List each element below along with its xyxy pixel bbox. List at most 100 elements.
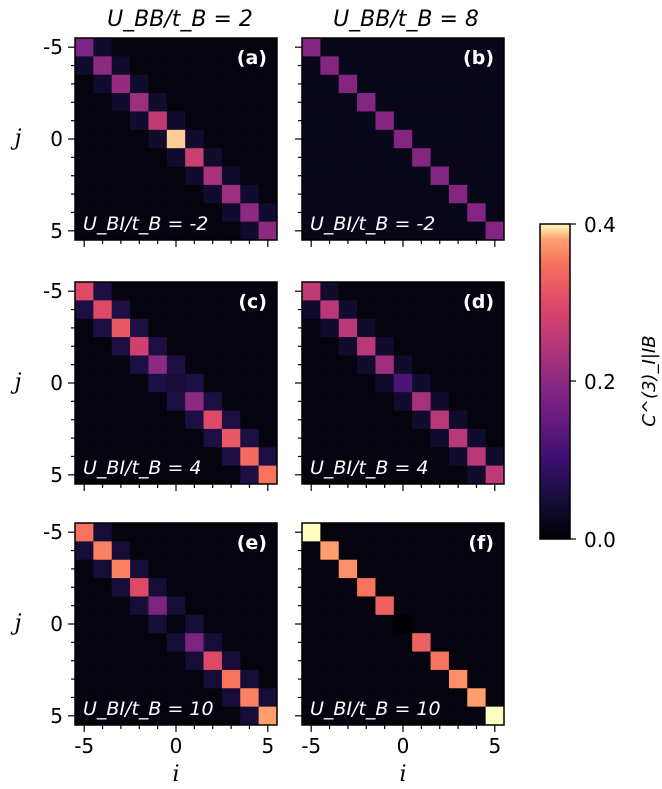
heatmap-cell: [393, 74, 413, 94]
heatmap-cell: [338, 669, 358, 689]
heatmap-cell: [75, 148, 94, 167]
heatmap-cell: [338, 318, 358, 338]
heatmap-cell: [393, 392, 413, 411]
heatmap-cell: [302, 93, 321, 112]
heatmap-cell: [430, 221, 450, 241]
x-tick-label: 0: [170, 734, 183, 758]
heatmap-cell: [412, 706, 431, 726]
heatmap-cell: [485, 318, 505, 338]
heatmap-cell: [148, 392, 168, 411]
heatmap-cell: [302, 614, 321, 634]
heatmap-cell: [357, 669, 376, 689]
heatmap-cell: [485, 38, 505, 57]
heatmap-cell: [320, 337, 340, 356]
heatmap-cell: [258, 203, 278, 223]
heatmap-cell: [485, 282, 505, 301]
heatmap-cell: [412, 300, 431, 320]
heatmap-cell: [320, 203, 340, 223]
heatmap-cell: [375, 559, 395, 579]
heatmap-cell: [485, 559, 505, 579]
heatmap-cell: [258, 428, 278, 448]
heatmap-cell: [148, 38, 168, 57]
heatmap-cell: [375, 203, 395, 223]
heatmap-cell: [485, 651, 505, 671]
heatmap-cell: [430, 688, 450, 708]
heatmap-cell: [430, 669, 450, 689]
heatmap-cell: [375, 651, 395, 671]
heatmap-cell: [320, 428, 340, 448]
heatmap-cell: [111, 203, 131, 223]
heatmap-cell: [375, 129, 395, 149]
heatmap-cell: [357, 282, 376, 301]
heatmap-cell: [221, 523, 241, 542]
heatmap-cell: [166, 392, 186, 411]
heatmap-cell: [111, 111, 131, 131]
heatmap-cell: [221, 559, 241, 579]
heatmap-cell: [240, 203, 260, 223]
heatmap-cell: [338, 596, 358, 616]
heatmap-panel-c: (c) U_BI/t_B = 4 -5 0 5 j: [10, 279, 278, 491]
heatmap-cell: [357, 74, 376, 94]
heatmap-cell: [375, 614, 395, 634]
heatmap-cell: [130, 337, 149, 356]
heatmap-cell: [412, 465, 431, 485]
heatmap-cell: [93, 447, 113, 467]
heatmap-cell: [485, 578, 505, 597]
heatmap-cell: [185, 614, 204, 634]
heatmap-cell: [375, 465, 395, 485]
heatmap-cell: [430, 129, 450, 149]
heatmap-cell: [148, 337, 168, 356]
heatmap-cell: [185, 221, 204, 241]
heatmap-cell: [357, 148, 376, 167]
heatmap-cell: [485, 523, 505, 542]
heatmap-cell: [148, 373, 168, 393]
heatmap-cell: [448, 651, 468, 671]
heatmap-cell: [430, 596, 450, 616]
heatmap-cell: [485, 706, 505, 726]
heatmap-cell: [357, 465, 376, 485]
heatmap-cell: [302, 203, 321, 223]
heatmap-cell: [203, 300, 223, 320]
heatmap-cell: [258, 465, 278, 485]
heatmap-cell: [320, 578, 340, 597]
heatmap-cell: [338, 184, 358, 204]
heatmap-cell: [130, 559, 149, 579]
heatmap-cell: [203, 706, 223, 726]
heatmap-cell: [357, 166, 376, 186]
heatmap-cell: [430, 355, 450, 375]
heatmap-cell: [185, 410, 204, 430]
heatmap-cell: [320, 93, 340, 112]
heatmap-cell: [320, 282, 340, 301]
heatmap-cell: [393, 166, 413, 186]
heatmap-cell: [448, 465, 468, 485]
heatmap-cell: [185, 129, 204, 149]
heatmap-cell: [203, 410, 223, 430]
heatmap-cell: [412, 129, 431, 149]
heatmap-cell: [166, 578, 186, 597]
heatmap-cell: [430, 651, 450, 671]
heatmap-cell: [75, 614, 94, 634]
y-axis-label: j: [10, 126, 22, 151]
heatmap-cell: [148, 166, 168, 186]
heatmap-cell: [467, 56, 487, 76]
heatmap-cell: [485, 355, 505, 375]
heatmap-cell: [393, 559, 413, 579]
heatmap-cell: [448, 633, 468, 652]
heatmap-cell: [430, 318, 450, 338]
heatmap-cell: [338, 282, 358, 301]
heatmap-cell: [467, 337, 487, 356]
heatmap-cell: [302, 337, 321, 356]
heatmap-cell: [320, 56, 340, 76]
heatmap-cell: [130, 56, 149, 76]
heatmap-cell: [357, 300, 376, 320]
heatmap-cell: [412, 74, 431, 94]
heatmap-cell: [338, 465, 358, 485]
heatmap-cell: [302, 148, 321, 167]
heatmap-cell: [203, 318, 223, 338]
heatmap-cell: [111, 184, 131, 204]
heatmap-cell: [185, 111, 204, 131]
heatmap-cell: [203, 56, 223, 76]
heatmap-cell: [258, 129, 278, 149]
heatmap-cell: [258, 578, 278, 597]
heatmap-cell: [320, 523, 340, 542]
